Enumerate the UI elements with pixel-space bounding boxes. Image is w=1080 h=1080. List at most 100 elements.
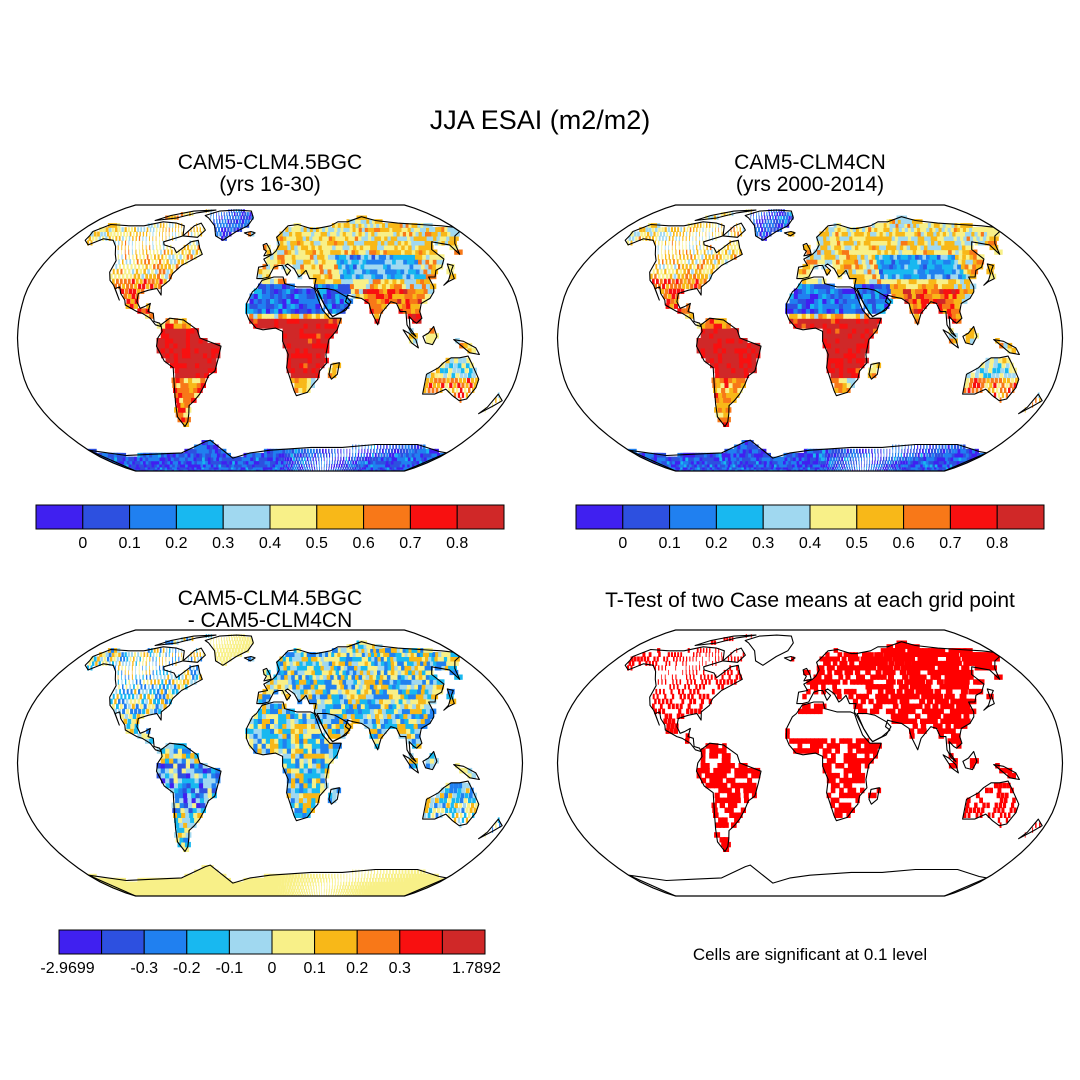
coastline-arabia (316, 287, 352, 318)
colorbar-tick-label: 0.4 (799, 535, 821, 552)
colorbar-tick-label: 0.2 (165, 535, 187, 552)
colorbar-tick-label: 0.6 (352, 535, 374, 552)
coastline-africa (245, 701, 342, 822)
colorbar-case1: 0 0.1 0.2 0.3 0.4 0.5 0.6 0.7 0.8 (35, 504, 505, 552)
coastline-africa (785, 276, 882, 397)
coastline-baffin (722, 647, 746, 663)
coastlines (624, 209, 1043, 471)
coastline-namerica (84, 646, 203, 753)
colorbar-box (58, 929, 103, 955)
coastline-antarctica (88, 439, 448, 471)
coastline-namerica (624, 221, 743, 328)
colorbar-box (399, 929, 443, 955)
coastline-nz (478, 818, 503, 840)
coastline-arcticisl (694, 634, 757, 647)
figure-title: JJA ESAI (m2/m2) (429, 105, 651, 135)
coastline-japan (443, 263, 455, 286)
panel-title-line: CAM5-CLM4.5BGC (177, 151, 363, 174)
coastline-uk (262, 242, 272, 257)
colorbar-box (575, 504, 624, 530)
panel-title-difference: CAM5-CLM4.5BGC - CAM5-CLM4CN (70, 587, 470, 633)
coastline-iceland (243, 230, 256, 237)
panel-title-line: CAM5-CLM4CN (734, 151, 886, 174)
panel-title-ttest: T-Test of two Case means at each grid po… (605, 589, 1015, 612)
colorbar-tick-label: 0.3 (752, 535, 774, 552)
colorbar-tick-label: 0.2 (346, 960, 368, 977)
coastline-samerica (155, 317, 222, 428)
map-field (86, 634, 501, 896)
map-field (86, 209, 501, 471)
coastline-africa (785, 701, 882, 822)
map-field (627, 634, 1041, 852)
coastline-iceland (783, 230, 796, 237)
coastline-japan (443, 688, 455, 711)
coastline-newguinea (453, 339, 480, 356)
colorbar-box (35, 504, 84, 530)
map-border (16, 204, 524, 472)
colorbar-tick-label: 0.8 (446, 535, 468, 552)
colorbar-box (228, 929, 273, 955)
colorbar-box (903, 504, 951, 530)
colorbar-box (356, 929, 401, 955)
coastline-madagascar (328, 787, 340, 805)
colorbar-tick-label: 0.5 (846, 535, 868, 552)
colorbar-box (101, 929, 145, 955)
coastline-greenland (204, 634, 254, 666)
panel-title-line: CAM5-CLM4.5BGC (177, 587, 363, 610)
colorbar-box (456, 504, 505, 530)
colorbar-tick-label: -0.1 (216, 960, 244, 977)
coastline-samerica (155, 742, 222, 853)
coastlines (84, 209, 503, 471)
map-panel-case1 (16, 204, 524, 472)
coastline-borneo (422, 325, 438, 346)
coastline-arabia (856, 287, 892, 318)
coastline-sumatra (402, 329, 419, 349)
colorbar-tick-label: 0.2 (705, 535, 727, 552)
coastline-nz (1018, 393, 1043, 415)
colorbar-tick-label: 0.1 (303, 960, 325, 977)
coastline-samerica (695, 317, 762, 428)
coastline-australia (422, 780, 480, 827)
panel-subtitle-line: (yrs 16-30) (219, 173, 321, 197)
map-border (556, 629, 1064, 897)
colorbar-box (129, 504, 177, 530)
map-panel-ttest (556, 629, 1064, 897)
coastline-greenland (204, 209, 254, 241)
colorbar-box (82, 504, 131, 530)
colorbar-box (949, 504, 998, 530)
colorbar-tick-label: 0 (78, 535, 87, 552)
coastline-eurasia (256, 641, 461, 762)
coastline-eurasia (796, 641, 1001, 762)
colorbar-box (314, 929, 358, 955)
coastline-nz (1018, 818, 1043, 840)
coastline-madagascar (868, 787, 880, 805)
coastline-uk (802, 667, 812, 682)
coastline-antarctica (628, 864, 988, 896)
coastline-samerica (695, 742, 762, 853)
map-border (556, 204, 1064, 472)
colorbar-tick-label: 0.3 (389, 960, 411, 977)
panel-subtitle-line: - CAM5-CLM4CN (187, 609, 353, 633)
coastline-greenland (744, 634, 794, 666)
coastline-arabia (856, 712, 892, 743)
colorbar-box (669, 504, 717, 530)
colorbar-tick-label: 0 (618, 535, 627, 552)
coastline-iceland (243, 655, 256, 662)
coastline-baffin (722, 222, 746, 238)
coastline-australia (422, 355, 480, 402)
coastline-sumatra (402, 754, 419, 774)
coastline-uk (262, 667, 272, 682)
colorbar-box (186, 929, 230, 955)
coastlines (624, 634, 1043, 896)
coastline-uk (802, 242, 812, 257)
colorbar-box (996, 504, 1045, 530)
significance-note: Cells are significant at 0.1 level (692, 945, 928, 964)
coastline-arcticisl (154, 209, 217, 222)
coastline-japan (983, 263, 995, 286)
colorbar-box (269, 504, 318, 530)
coastlines (84, 634, 503, 896)
colorbar-case2: 0 0.1 0.2 0.3 0.4 0.5 0.6 0.7 0.8 (575, 504, 1045, 552)
coastline-eurasia (796, 216, 1001, 337)
